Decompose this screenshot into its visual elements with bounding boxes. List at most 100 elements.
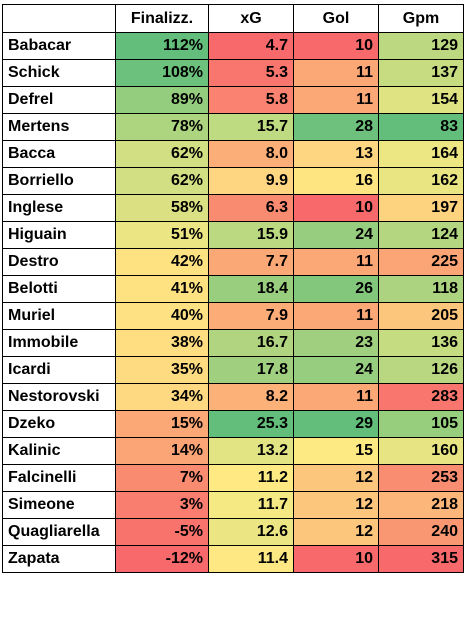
gol-cell: 11 bbox=[293, 59, 379, 87]
finalizzazione-cell: 34% bbox=[115, 383, 209, 411]
table-row: Borriello 62% 9.9 16 162 bbox=[2, 167, 464, 195]
finalizzazione-cell: 62% bbox=[115, 140, 209, 168]
header-row: Finalizz. xG Gol Gpm bbox=[2, 4, 464, 33]
gol-cell: 11 bbox=[293, 86, 379, 114]
table-row: Simeone 3% 11.7 12 218 bbox=[2, 491, 464, 519]
xg-cell: 13.2 bbox=[208, 437, 294, 465]
xg-cell: 11.4 bbox=[208, 545, 294, 573]
gpm-cell: 197 bbox=[378, 194, 464, 222]
gpm-cell: 162 bbox=[378, 167, 464, 195]
table-row: Dzeko 15% 25.3 29 105 bbox=[2, 410, 464, 438]
finalizzazione-cell: 51% bbox=[115, 221, 209, 249]
xg-cell: 6.3 bbox=[208, 194, 294, 222]
gpm-cell: 225 bbox=[378, 248, 464, 276]
table-row: Schick 108% 5.3 11 137 bbox=[2, 59, 464, 87]
finalizzazione-cell: 7% bbox=[115, 464, 209, 492]
gpm-cell: 129 bbox=[378, 32, 464, 60]
table-row: Higuain 51% 15.9 24 124 bbox=[2, 221, 464, 249]
gol-cell: 11 bbox=[293, 302, 379, 330]
finalizzazione-cell: -12% bbox=[115, 545, 209, 573]
gpm-cell: 315 bbox=[378, 545, 464, 573]
gol-cell: 10 bbox=[293, 32, 379, 60]
finalizzazione-cell: 108% bbox=[115, 59, 209, 87]
gpm-cell: 164 bbox=[378, 140, 464, 168]
table-row: Kalinic 14% 13.2 15 160 bbox=[2, 437, 464, 465]
player-name-cell: Zapata bbox=[2, 545, 116, 573]
xg-cell: 11.2 bbox=[208, 464, 294, 492]
gol-cell: 12 bbox=[293, 518, 379, 546]
header-player bbox=[2, 4, 116, 33]
table-row: Defrel 89% 5.8 11 154 bbox=[2, 86, 464, 114]
gol-cell: 15 bbox=[293, 437, 379, 465]
gol-cell: 29 bbox=[293, 410, 379, 438]
xg-cell: 5.3 bbox=[208, 59, 294, 87]
xg-cell: 25.3 bbox=[208, 410, 294, 438]
gol-cell: 11 bbox=[293, 248, 379, 276]
gpm-cell: 240 bbox=[378, 518, 464, 546]
finalizzazione-cell: 89% bbox=[115, 86, 209, 114]
gpm-cell: 124 bbox=[378, 221, 464, 249]
table-row: Quagliarella -5% 12.6 12 240 bbox=[2, 518, 464, 546]
header-finalizzazione: Finalizz. bbox=[115, 4, 209, 33]
player-name-cell: Defrel bbox=[2, 86, 116, 114]
gpm-cell: 83 bbox=[378, 113, 464, 141]
finalizzazione-cell: 78% bbox=[115, 113, 209, 141]
player-name-cell: Falcinelli bbox=[2, 464, 116, 492]
finalizzazione-cell: 40% bbox=[115, 302, 209, 330]
xg-cell: 8.2 bbox=[208, 383, 294, 411]
gol-cell: 11 bbox=[293, 383, 379, 411]
table-row: Zapata -12% 11.4 10 315 bbox=[2, 545, 464, 573]
header-gol: Gol bbox=[293, 4, 379, 33]
gpm-cell: 205 bbox=[378, 302, 464, 330]
xg-cell: 17.8 bbox=[208, 356, 294, 384]
player-name-cell: Babacar bbox=[2, 32, 116, 60]
player-name-cell: Icardi bbox=[2, 356, 116, 384]
player-name-cell: Dzeko bbox=[2, 410, 116, 438]
xg-cell: 8.0 bbox=[208, 140, 294, 168]
table-row: Babacar 112% 4.7 10 129 bbox=[2, 32, 464, 60]
player-name-cell: Simeone bbox=[2, 491, 116, 519]
gol-cell: 24 bbox=[293, 221, 379, 249]
finalizzazione-cell: 15% bbox=[115, 410, 209, 438]
finalizzazione-cell: 58% bbox=[115, 194, 209, 222]
xg-cell: 9.9 bbox=[208, 167, 294, 195]
gpm-cell: 218 bbox=[378, 491, 464, 519]
gpm-cell: 154 bbox=[378, 86, 464, 114]
gol-cell: 23 bbox=[293, 329, 379, 357]
table-row: Immobile 38% 16.7 23 136 bbox=[2, 329, 464, 357]
player-name-cell: Mertens bbox=[2, 113, 116, 141]
xg-cell: 7.7 bbox=[208, 248, 294, 276]
player-name-cell: Belotti bbox=[2, 275, 116, 303]
stats-table: Finalizz. xG Gol Gpm Babacar 112% 4.7 10 129… bbox=[2, 4, 464, 573]
gol-cell: 24 bbox=[293, 356, 379, 384]
player-name-cell: Bacca bbox=[2, 140, 116, 168]
gpm-cell: 118 bbox=[378, 275, 464, 303]
xg-cell: 12.6 bbox=[208, 518, 294, 546]
gol-cell: 26 bbox=[293, 275, 379, 303]
table-row: Inglese 58% 6.3 10 197 bbox=[2, 194, 464, 222]
table-row: Muriel 40% 7.9 11 205 bbox=[2, 302, 464, 330]
gpm-cell: 136 bbox=[378, 329, 464, 357]
player-name-cell: Schick bbox=[2, 59, 116, 87]
xg-cell: 18.4 bbox=[208, 275, 294, 303]
xg-cell: 15.9 bbox=[208, 221, 294, 249]
gol-cell: 16 bbox=[293, 167, 379, 195]
player-name-cell: Immobile bbox=[2, 329, 116, 357]
table-row: Falcinelli 7% 11.2 12 253 bbox=[2, 464, 464, 492]
finalizzazione-cell: 35% bbox=[115, 356, 209, 384]
gol-cell: 10 bbox=[293, 194, 379, 222]
finalizzazione-cell: 62% bbox=[115, 167, 209, 195]
header-gpm: Gpm bbox=[378, 4, 464, 33]
header-xg: xG bbox=[208, 4, 294, 33]
table-row: Belotti 41% 18.4 26 118 bbox=[2, 275, 464, 303]
finalizzazione-cell: 42% bbox=[115, 248, 209, 276]
xg-cell: 7.9 bbox=[208, 302, 294, 330]
player-name-cell: Borriello bbox=[2, 167, 116, 195]
gpm-cell: 105 bbox=[378, 410, 464, 438]
table-row: Mertens 78% 15.7 28 83 bbox=[2, 113, 464, 141]
table-row: Nestorovski 34% 8.2 11 283 bbox=[2, 383, 464, 411]
table-row: Icardi 35% 17.8 24 126 bbox=[2, 356, 464, 384]
gpm-cell: 126 bbox=[378, 356, 464, 384]
finalizzazione-cell: 112% bbox=[115, 32, 209, 60]
gol-cell: 13 bbox=[293, 140, 379, 168]
